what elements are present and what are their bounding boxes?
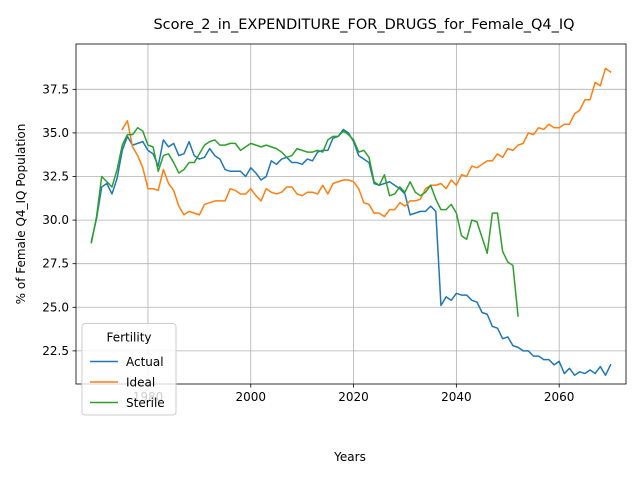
x-tick-label: 2020 [338, 390, 369, 404]
y-tick-label: 37.5 [42, 82, 69, 96]
series-lines [90, 67, 612, 377]
x-tick-label: 2040 [441, 390, 472, 404]
plot-frame [75, 43, 627, 385]
y-axis-label: % of Female Q4_IQ Population [14, 124, 28, 305]
x-axis-label: Years [333, 450, 366, 464]
y-tick-label: 32.5 [42, 170, 69, 184]
legend-title: Fertility [106, 331, 151, 345]
legend: Fertility Actual Ideal Sterile [81, 323, 177, 416]
y-axis: 22.5 25.0 27.5 30.0 32.5 35.0 37.5 [42, 82, 76, 358]
legend-label-actual: Actual [126, 355, 164, 369]
legend-box [81, 323, 177, 416]
y-tick-label: 22.5 [42, 344, 69, 358]
y-tick-label: 35.0 [42, 126, 69, 140]
series-line-sterile [90, 126, 519, 317]
legend-label-sterile: Sterile [126, 396, 165, 410]
legend-label-ideal: Ideal [126, 376, 155, 390]
y-tick-label: 25.0 [42, 300, 69, 314]
x-tick-label: 2000 [235, 390, 266, 404]
x-tick-label: 2060 [544, 390, 575, 404]
y-tick-label: 30.0 [42, 213, 69, 227]
chart-title: Score_2_in_EXPENDITURE_FOR_DRUGS_for_Fem… [153, 17, 574, 33]
series-line-ideal [121, 67, 612, 218]
y-tick-label: 27.5 [42, 257, 69, 271]
